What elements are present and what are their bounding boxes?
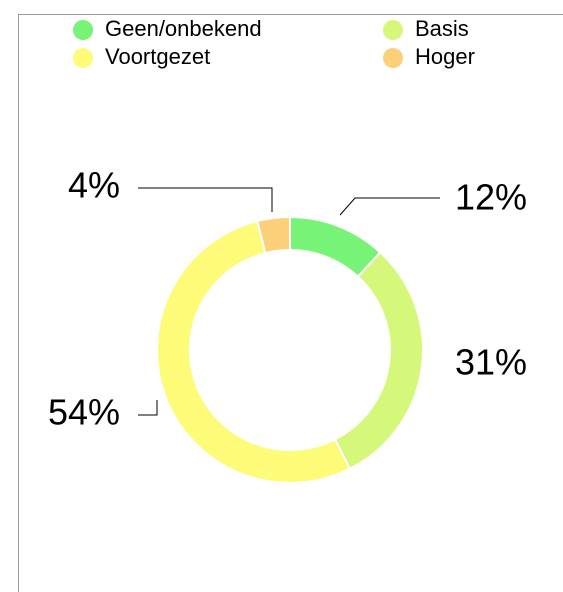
data-label: 31% bbox=[455, 342, 527, 383]
legend-swatch bbox=[73, 20, 93, 40]
legend-label: Hoger bbox=[415, 44, 475, 69]
donut-segment bbox=[256, 215, 291, 255]
legend-label: Basis bbox=[415, 16, 469, 41]
legend-swatch bbox=[383, 48, 403, 68]
donut-segment bbox=[156, 219, 352, 484]
data-label: 4% bbox=[68, 165, 120, 206]
legend-label: Voortgezet bbox=[105, 44, 210, 69]
legend-label: Geen/onbekend bbox=[105, 16, 262, 41]
leader-line bbox=[339, 197, 440, 216]
legend-swatch bbox=[383, 20, 403, 40]
leader-line bbox=[138, 187, 273, 212]
data-label: 12% bbox=[455, 177, 527, 218]
legend-swatch bbox=[73, 48, 93, 68]
leader-line bbox=[138, 400, 158, 416]
data-label: 54% bbox=[48, 392, 120, 433]
